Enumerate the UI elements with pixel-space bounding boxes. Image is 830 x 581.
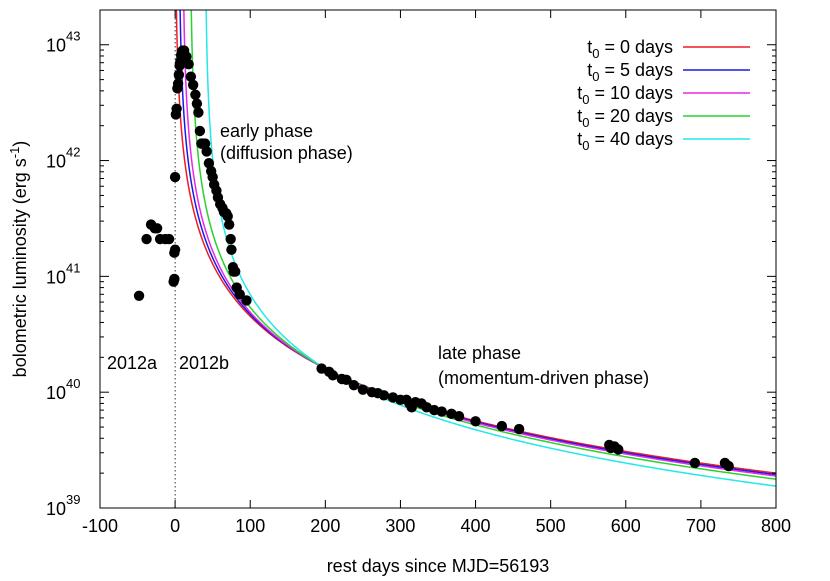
y-axis-label-tail: ) bbox=[10, 141, 30, 147]
data-point bbox=[190, 89, 201, 100]
y-tick-label-exponent: 41 bbox=[66, 260, 80, 275]
data-point bbox=[348, 379, 360, 391]
data-point bbox=[226, 244, 237, 255]
data-point bbox=[453, 411, 465, 422]
legend-label-t0-10: t0 = 10 days bbox=[577, 83, 673, 107]
annotation-late-line-0: late phase bbox=[438, 343, 521, 363]
data-point bbox=[230, 266, 241, 277]
x-tick-label: 0 bbox=[170, 516, 180, 536]
x-tick-label: 800 bbox=[761, 516, 791, 536]
model-curve-t0-0 bbox=[175, 10, 776, 474]
data-point bbox=[163, 233, 175, 245]
x-tick-label: 400 bbox=[461, 516, 491, 536]
x-tick-label: 300 bbox=[385, 516, 415, 536]
data-point bbox=[357, 384, 369, 395]
data-point bbox=[169, 171, 181, 183]
y-tick-label-exponent: 42 bbox=[66, 145, 80, 160]
data-point bbox=[327, 370, 339, 381]
annotation-sn2012b-line-0: 2012b bbox=[179, 353, 229, 373]
annotation-early-line-0: early phase bbox=[220, 121, 313, 141]
data-point bbox=[225, 233, 236, 245]
annotation-sn2012a-line-0: 2012a bbox=[107, 353, 158, 373]
data-point bbox=[723, 460, 734, 472]
legend-label-t0-20: t0 = 20 days bbox=[577, 106, 673, 130]
model-curve-t0-5 bbox=[179, 10, 776, 476]
data-point bbox=[169, 273, 180, 285]
plot-frame bbox=[99, 9, 777, 509]
data-point bbox=[151, 223, 163, 234]
data-point bbox=[234, 289, 245, 300]
data-point bbox=[513, 423, 525, 435]
data-point bbox=[689, 457, 701, 469]
model-curves bbox=[175, 10, 776, 487]
data-point bbox=[183, 58, 194, 70]
y-tick-label: 10 bbox=[46, 383, 66, 403]
x-tick-label: 100 bbox=[235, 516, 265, 536]
x-tick-label: 200 bbox=[310, 516, 340, 536]
y-tick-label: 10 bbox=[46, 267, 66, 287]
data-point bbox=[169, 244, 181, 255]
annotation-late-line-1: (momentum-driven phase) bbox=[438, 368, 649, 388]
annotations: early phase(diffusion phase) late phase (m… bbox=[107, 121, 649, 388]
y-tick-label-exponent: 39 bbox=[66, 492, 80, 507]
y-tick-label: 10 bbox=[46, 152, 66, 172]
y-tick-label-exponent: 43 bbox=[66, 29, 80, 44]
data-point bbox=[613, 444, 624, 455]
data-point bbox=[222, 211, 233, 222]
data-point bbox=[172, 78, 184, 90]
x-axis-ticks: -100 0 100 200 300 400 500 600 700 800 bbox=[82, 10, 791, 536]
data-point bbox=[171, 103, 182, 114]
data-point bbox=[203, 157, 215, 169]
x-tick-label: 500 bbox=[536, 516, 566, 536]
data-point bbox=[241, 295, 252, 306]
y-axis-label-base: bolometric luminosity (erg s bbox=[10, 158, 30, 377]
annotation-early-line-1: (diffusion phase) bbox=[220, 143, 353, 163]
data-point bbox=[199, 138, 211, 149]
data-point bbox=[187, 79, 199, 91]
data-point bbox=[191, 98, 203, 109]
data-point bbox=[193, 107, 204, 118]
data-point bbox=[133, 290, 145, 301]
data-point bbox=[194, 125, 206, 137]
data-point bbox=[173, 69, 185, 81]
y-tick-label: 10 bbox=[46, 499, 66, 519]
data-point bbox=[378, 390, 390, 401]
x-tick-label: 600 bbox=[611, 516, 641, 536]
y-axis-label-sup: -1 bbox=[7, 147, 22, 159]
data-point bbox=[341, 374, 352, 385]
data-point bbox=[201, 146, 212, 157]
x-axis-label: rest days since MJD=56193 bbox=[327, 556, 550, 576]
legend-label-t0-0: t0 = 0 days bbox=[587, 37, 673, 61]
legend-label-t0-40: t0 = 40 days bbox=[577, 129, 673, 153]
data-point bbox=[436, 406, 447, 417]
data-point bbox=[470, 416, 481, 427]
y-tick-label-exponent: 40 bbox=[66, 376, 80, 391]
model-curve-t0-10 bbox=[183, 10, 776, 477]
data-point bbox=[496, 420, 508, 432]
model-curve-t0-20 bbox=[190, 10, 776, 480]
data-point bbox=[185, 71, 197, 82]
y-axis-label: bolometric luminosity (erg s-1) bbox=[7, 141, 30, 378]
legend-label-t0-5: t0 = 5 days bbox=[587, 60, 673, 84]
model-curve-t0-40 bbox=[205, 10, 776, 487]
data-point bbox=[223, 219, 235, 230]
y-tick-label: 10 bbox=[46, 36, 66, 56]
x-tick-label: 700 bbox=[686, 516, 716, 536]
data-point bbox=[141, 233, 152, 245]
x-tick-label: -100 bbox=[82, 516, 118, 536]
observed-points bbox=[133, 45, 734, 472]
